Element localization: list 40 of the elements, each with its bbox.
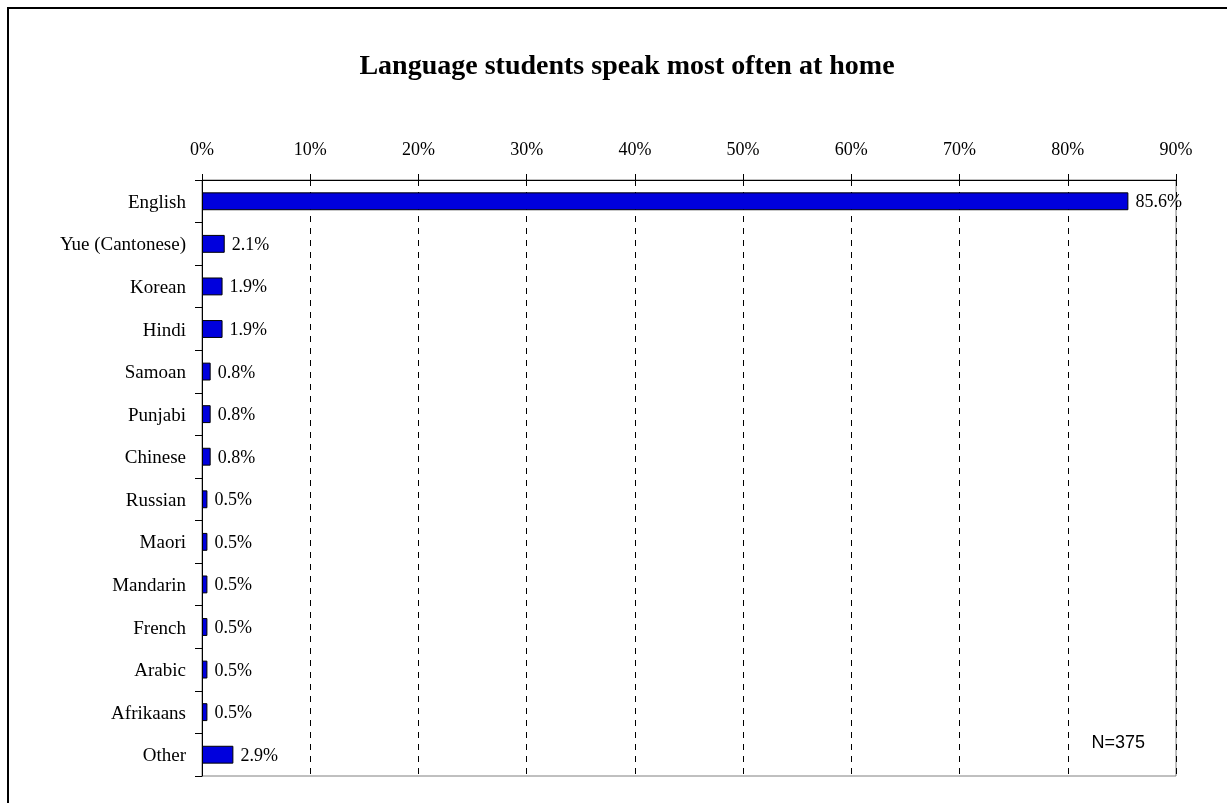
data-label: 0.5% [214,702,252,723]
annotation: N=375 [1091,732,1145,752]
y-tick-label: Punjabi [127,403,186,425]
x-tick-label: 0% [190,139,214,159]
y-tick-label: Hindi [142,318,186,340]
data-label: 0.8% [217,404,256,425]
y-tick-label: French [133,616,187,638]
y-tick-label: Russian [125,488,187,510]
x-tick-label: 40% [618,139,652,159]
data-label: 0.8% [217,361,256,382]
y-tick-label: Yue (Cantonese) [59,233,186,256]
data-label: 2.9% [240,744,278,765]
x-tick-label: 90% [1159,139,1193,159]
y-tick-label: Maori [139,531,186,553]
y-tick-label: Chinese [124,446,186,468]
data-label: 0.8% [217,446,256,467]
data-label: 2.1% [231,233,270,254]
y-tick-label: Afrikaans [111,701,186,723]
data-label: 85.6% [1135,191,1182,212]
data-label: 0.5% [214,489,252,510]
y-tick-label: Samoan [124,361,187,383]
data-label: 1.9% [229,319,268,339]
data-label: 1.9% [229,276,268,297]
data-label: 0.5% [214,617,252,637]
data-label: 0.5% [214,574,252,595]
data-label: 0.5% [214,659,252,680]
y-tick-label: Other [142,744,187,766]
x-tick-label: 10% [293,139,327,159]
x-tick-label: 50% [726,139,760,159]
x-tick-label: 30% [510,139,544,159]
y-tick-label: Arabic [134,659,186,681]
y-tick-label: Mandarin [112,573,187,595]
y-tick-label: English [127,190,187,212]
x-tick-label: 70% [943,139,977,159]
x-tick-label: 60% [834,139,868,159]
data-label: 0.5% [214,531,252,552]
x-tick-label: 80% [1051,139,1085,159]
x-tick-label: 20% [401,139,435,159]
y-tick-label: Korean [130,275,187,297]
chart-title: Language students speak most often at home [359,48,895,80]
